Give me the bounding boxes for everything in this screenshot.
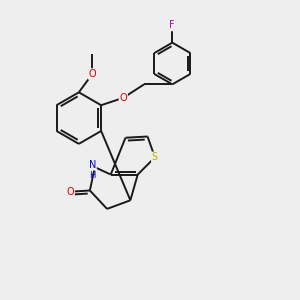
Text: H: H — [89, 170, 95, 179]
Text: F: F — [169, 20, 175, 31]
Text: O: O — [119, 93, 127, 103]
Text: S: S — [152, 152, 158, 162]
Text: O: O — [66, 187, 74, 197]
Text: O: O — [88, 69, 96, 79]
Text: N: N — [89, 160, 96, 170]
